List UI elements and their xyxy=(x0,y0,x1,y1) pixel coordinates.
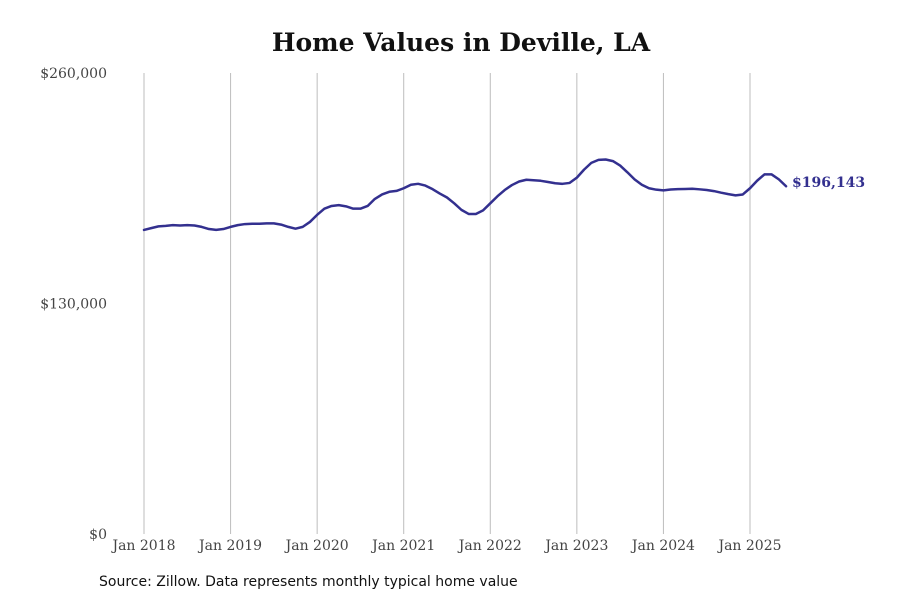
x-tick-label: Jan 2025 xyxy=(716,538,781,554)
x-tick-label: Jan 2020 xyxy=(284,538,349,554)
x-tick-label: Jan 2019 xyxy=(197,538,262,554)
x-axis-ticks: Jan 2018 Jan 2019 Jan 2020 Jan 2021 Jan 2022… xyxy=(110,538,781,554)
x-tick-label: Jan 2018 xyxy=(110,538,175,554)
y-tick-label: $260,000 xyxy=(40,66,107,82)
x-tick-label: Jan 2022 xyxy=(457,538,522,554)
x-tick-label: Jan 2021 xyxy=(370,538,435,554)
y-tick-label: $130,000 xyxy=(40,297,107,313)
x-tick-label: Jan 2023 xyxy=(543,538,608,554)
last-value-label: $196,143 xyxy=(792,175,865,191)
y-tick-label: $0 xyxy=(89,527,107,543)
y-axis-ticks: $0 $130,000 $260,000 xyxy=(40,66,107,543)
chart-title: Home Values in Deville, LA xyxy=(271,28,651,57)
source-note: Source: Zillow. Data represents monthly … xyxy=(99,574,518,590)
x-tick-label: Jan 2024 xyxy=(630,538,695,554)
series-line xyxy=(142,158,788,232)
vertical-gridlines xyxy=(143,73,751,534)
series-layer xyxy=(142,158,788,232)
